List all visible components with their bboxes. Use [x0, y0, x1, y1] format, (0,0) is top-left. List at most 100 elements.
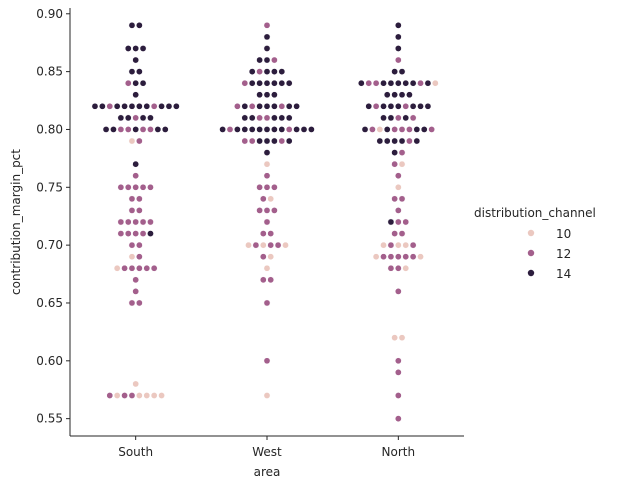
swarm-point: [271, 207, 278, 214]
swarm-point: [256, 102, 263, 110]
swarm-point: [372, 79, 380, 87]
swarm-point: [132, 183, 140, 191]
swarm-point: [139, 45, 147, 52]
swarm-point: [398, 68, 406, 75]
swarm-point: [124, 45, 132, 52]
swarm-point: [409, 79, 417, 87]
swarm-point: [263, 56, 271, 64]
swarm-point: [263, 149, 271, 156]
swarm-point: [285, 79, 293, 87]
swarm-point: [271, 126, 278, 133]
swarm-point: [380, 253, 387, 261]
swarm-point: [113, 102, 121, 110]
swarm-point: [234, 102, 241, 110]
swarm-point: [150, 392, 158, 399]
swarm-point: [147, 230, 154, 237]
swarm-point: [128, 299, 136, 307]
swarm-point: [117, 183, 125, 191]
swarm-point: [256, 183, 263, 191]
swarm-point: [293, 126, 300, 133]
y-tick-label: 0.90: [36, 7, 63, 21]
swarm-point: [259, 253, 267, 261]
swarm-point: [394, 22, 402, 29]
swarm-point: [372, 102, 380, 110]
swarm-point: [263, 137, 271, 145]
swarm-point: [259, 230, 267, 237]
legend-label: 12: [556, 247, 571, 261]
swarm-point: [394, 33, 402, 41]
swarm-point: [394, 357, 402, 365]
swarm-point: [256, 126, 263, 133]
swarm-point: [394, 102, 402, 110]
swarm-point: [383, 126, 391, 133]
swarm-point: [248, 126, 256, 133]
swarm-point: [402, 79, 410, 87]
swarm-point: [124, 114, 132, 122]
swarm-point: [263, 299, 271, 307]
swarm-point: [121, 102, 128, 110]
swarm-point: [102, 126, 110, 133]
swarm-point: [263, 22, 271, 29]
swarm-point: [263, 264, 271, 272]
swarm-point: [256, 79, 263, 87]
swarm-point: [267, 241, 275, 249]
legend-marker: [527, 249, 535, 257]
swarm-point: [106, 102, 114, 110]
swarm-point: [128, 392, 136, 399]
swarm-point: [132, 91, 140, 99]
swarm-point: [406, 126, 413, 133]
swarm-point: [121, 264, 128, 272]
swarm-point: [128, 68, 136, 75]
swarm-point: [219, 126, 226, 133]
swarm-point: [241, 102, 249, 110]
swarm-point: [263, 218, 271, 226]
swarm-point: [128, 102, 136, 110]
swarm-point: [113, 264, 121, 272]
swarm-point: [387, 253, 395, 261]
swarm-point: [361, 126, 369, 133]
swarm-point: [394, 392, 402, 399]
points-layer: [91, 22, 439, 422]
swarm-point: [271, 114, 278, 122]
swarm-point: [417, 79, 424, 87]
swarm-point: [132, 79, 140, 87]
swarm-point: [136, 264, 143, 272]
swarm-point: [424, 102, 432, 110]
swarm-point: [409, 241, 417, 249]
swarm-point: [132, 172, 140, 180]
swarm-point: [139, 230, 147, 237]
swarm-point: [387, 264, 395, 272]
swarm-point: [263, 45, 271, 52]
swarm-point: [124, 183, 132, 191]
swarm-point: [417, 253, 424, 261]
swarm-point: [99, 102, 106, 110]
swarm-point: [271, 91, 278, 99]
swarm-point: [263, 114, 271, 122]
swarm-point: [248, 79, 256, 87]
swarm-point: [263, 392, 271, 399]
swarm-point: [241, 79, 249, 87]
swarm-point: [409, 102, 417, 110]
legend-marker: [527, 269, 535, 277]
swarm-point: [394, 241, 402, 249]
legend: distribution_channel 10 12 14: [474, 206, 596, 281]
swarm-point: [424, 79, 432, 87]
legend-marker: [527, 229, 535, 237]
swarm-point: [241, 114, 249, 122]
swarm-point: [402, 241, 410, 249]
legend-label: 14: [556, 267, 571, 281]
swarm-point: [147, 183, 154, 191]
y-tick-label: 0.85: [36, 65, 63, 79]
swarm-point: [128, 241, 136, 249]
swarm-point: [136, 253, 143, 261]
swarm-point: [139, 114, 147, 122]
swarm-point: [132, 45, 140, 52]
swarm-point: [136, 68, 143, 75]
swarm-point: [274, 241, 282, 249]
swarm-point: [173, 102, 180, 110]
swarm-point: [420, 126, 428, 133]
swarm-point: [139, 79, 147, 87]
swarm-point: [391, 126, 398, 133]
